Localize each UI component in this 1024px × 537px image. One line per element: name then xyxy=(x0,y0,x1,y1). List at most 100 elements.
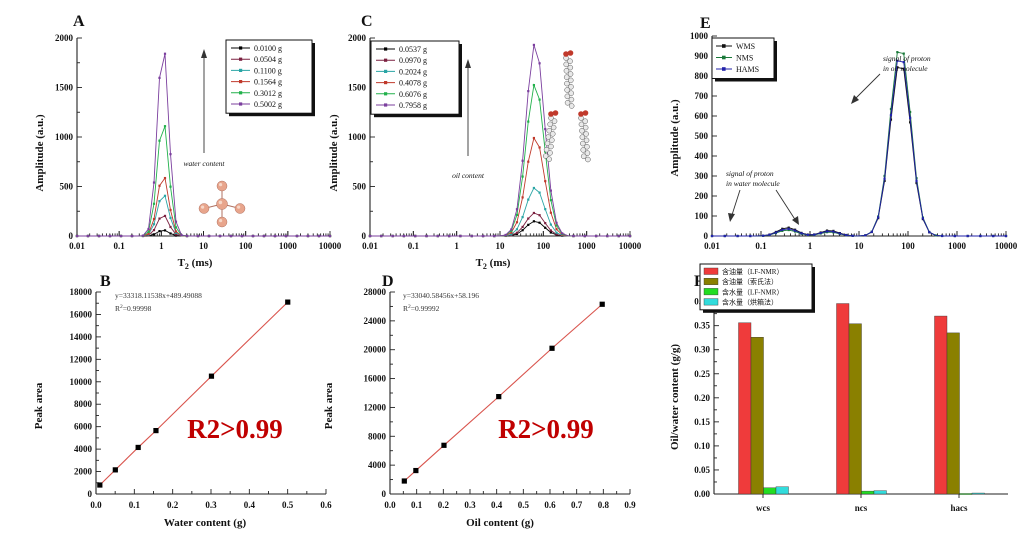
svg-text:hacs: hacs xyxy=(950,503,968,513)
panel-e-plot: 0.01 0.1 1 10 100 1000 10000 0 100 200 300 400 500 60… xyxy=(669,15,1018,251)
svg-text:0.2024 g: 0.2024 g xyxy=(399,67,427,76)
panel-d: 0.0 0.1 0.2 0.3 0.4 0.5 0.6 0.7 0.8 0.9 0 4000 8000 1… xyxy=(318,266,648,532)
panel-f: 0.000.050.100.150.200.250.300.350.40 F O… xyxy=(668,262,1020,532)
svg-text:0.0537 g: 0.0537 g xyxy=(399,45,427,54)
svg-text:0.6: 0.6 xyxy=(320,500,332,510)
svg-text:12000: 12000 xyxy=(70,354,93,364)
svg-text:0.0: 0.0 xyxy=(384,500,396,510)
panel-c-plot: 0.01 0.1 1 10 100 1000 10000 0 500 1000 1500 2000 C… xyxy=(328,13,642,271)
panel-c-annotation-label: oil content xyxy=(452,171,485,180)
svg-text:0.1: 0.1 xyxy=(411,500,423,510)
oil-annotation-line1: signal of proton xyxy=(883,54,931,63)
svg-text:WMS: WMS xyxy=(736,42,755,51)
svg-text:0.35: 0.35 xyxy=(694,321,710,331)
svg-text:0.6: 0.6 xyxy=(544,500,556,510)
panel-a-plot: 0.01 0.1 1 10 100 1000 10000 0 500 1000 1500 2000 A… xyxy=(34,13,342,271)
svg-text:0: 0 xyxy=(362,231,367,241)
svg-text:100: 100 xyxy=(695,211,709,221)
panel-e-legend: WMS NMS HAMS xyxy=(711,37,777,82)
svg-text:1000: 1000 xyxy=(348,132,367,142)
water-molecule-illustration xyxy=(198,180,246,228)
panel-b-xlabel: Water content (g) xyxy=(164,517,247,529)
svg-text:HAMS: HAMS xyxy=(736,65,759,74)
svg-text:1000: 1000 xyxy=(690,31,709,41)
svg-text:0.7958 g: 0.7958 g xyxy=(399,101,427,110)
panel-d-ylabel: Peak area xyxy=(323,382,335,429)
svg-text:24000: 24000 xyxy=(364,316,387,326)
svg-text:500: 500 xyxy=(353,182,367,192)
svg-text:0.30: 0.30 xyxy=(694,345,710,355)
svg-text:0.25: 0.25 xyxy=(694,369,710,379)
svg-text:16000: 16000 xyxy=(70,309,93,319)
svg-text:10000: 10000 xyxy=(995,241,1018,251)
svg-text:1: 1 xyxy=(454,241,459,251)
svg-text:0.3: 0.3 xyxy=(205,500,217,510)
svg-text:10000: 10000 xyxy=(70,377,93,387)
svg-text:2000: 2000 xyxy=(74,467,93,477)
panel-e-water-annotation: signal of proton in water molecule xyxy=(726,169,799,225)
svg-text:0.0: 0.0 xyxy=(90,500,102,510)
svg-text:8000: 8000 xyxy=(74,399,93,409)
svg-text:28000: 28000 xyxy=(364,287,387,297)
svg-text:0.7: 0.7 xyxy=(571,500,583,510)
svg-text:20000: 20000 xyxy=(364,345,387,355)
svg-text:0.8: 0.8 xyxy=(598,500,610,510)
svg-text:500: 500 xyxy=(695,131,709,141)
svg-text:500: 500 xyxy=(60,182,74,192)
svg-text:8000: 8000 xyxy=(368,431,387,441)
svg-text:0.00: 0.00 xyxy=(694,489,710,499)
svg-text:0.0100 g: 0.0100 g xyxy=(254,44,282,53)
water-annotation-line2: in water molecule xyxy=(726,179,780,188)
svg-text:0.5: 0.5 xyxy=(518,500,530,510)
svg-text:1: 1 xyxy=(159,241,164,251)
svg-text:0.01: 0.01 xyxy=(362,241,378,251)
svg-text:0.3: 0.3 xyxy=(464,500,476,510)
panel-e: 0.01 0.1 1 10 100 1000 10000 0 100 200 300 400 500 60… xyxy=(668,8,1020,266)
svg-text:0.9: 0.9 xyxy=(624,500,636,510)
panel-a-legend: 0.0100 g 0.0504 g 0.1100 g 0.1564 g 0.3012 g… xyxy=(225,39,315,117)
svg-text:含水量（LF-NMR）: 含水量（LF-NMR） xyxy=(722,287,783,296)
svg-text:0.15: 0.15 xyxy=(694,417,710,427)
svg-text:400: 400 xyxy=(695,151,709,161)
svg-text:0.5: 0.5 xyxy=(282,500,294,510)
svg-text:16000: 16000 xyxy=(364,374,387,384)
panel-a-xlabel: T2 (ms) xyxy=(178,257,213,271)
svg-text:0.1100 g: 0.1100 g xyxy=(254,66,282,75)
svg-text:0.1: 0.1 xyxy=(129,500,141,510)
svg-text:0.4: 0.4 xyxy=(244,500,256,510)
panel-d-xlabel: Oil content (g) xyxy=(466,517,534,529)
svg-text:0.0504 g: 0.0504 g xyxy=(254,55,282,64)
svg-text:100: 100 xyxy=(537,241,551,251)
svg-text:0.6076 g: 0.6076 g xyxy=(399,90,427,99)
svg-text:0.01: 0.01 xyxy=(704,241,720,251)
svg-text:0: 0 xyxy=(704,231,709,241)
svg-text:含水量（烘箱法）: 含水量（烘箱法） xyxy=(722,298,778,307)
svg-text:0.20: 0.20 xyxy=(694,393,710,403)
svg-text:14000: 14000 xyxy=(70,332,93,342)
panel-f-plot: 0.000.050.100.150.200.250.300.350.40 F O… xyxy=(669,263,1008,513)
svg-text:1500: 1500 xyxy=(55,83,74,93)
panel-f-category-labels: wcs ncs hacs xyxy=(756,494,968,513)
svg-text:800: 800 xyxy=(695,71,709,81)
svg-text:10000: 10000 xyxy=(619,241,642,251)
svg-text:200: 200 xyxy=(695,191,709,201)
svg-text:4000: 4000 xyxy=(74,444,93,454)
panel-d-r2: R2=0.99992 xyxy=(403,304,440,313)
svg-text:0: 0 xyxy=(88,489,93,499)
svg-text:6000: 6000 xyxy=(74,422,93,432)
panel-c-ylabel: Amplitude (a.u.) xyxy=(328,114,340,192)
panel-f-legend: 含油量（LF-NMR）含油量（索氏法）含水量（LF-NMR） 含水量（烘箱法） xyxy=(699,263,815,313)
svg-text:0.1564 g: 0.1564 g xyxy=(254,78,282,87)
svg-text:含油量（LF-NMR）: 含油量（LF-NMR） xyxy=(722,267,783,276)
panel-b-r2: R2=0.99998 xyxy=(115,304,152,313)
svg-text:1000: 1000 xyxy=(55,132,74,142)
panel-f-letter: F xyxy=(694,273,704,290)
svg-text:0.2: 0.2 xyxy=(438,500,450,510)
panel-f-ylabel: Oil/water content (g/g) xyxy=(669,344,681,450)
panel-e-ylabel: Amplitude (a.u.) xyxy=(669,99,681,177)
svg-text:NMS: NMS xyxy=(736,54,753,63)
svg-text:wcs: wcs xyxy=(756,503,770,513)
svg-text:100: 100 xyxy=(901,241,915,251)
svg-text:0.4: 0.4 xyxy=(491,500,503,510)
